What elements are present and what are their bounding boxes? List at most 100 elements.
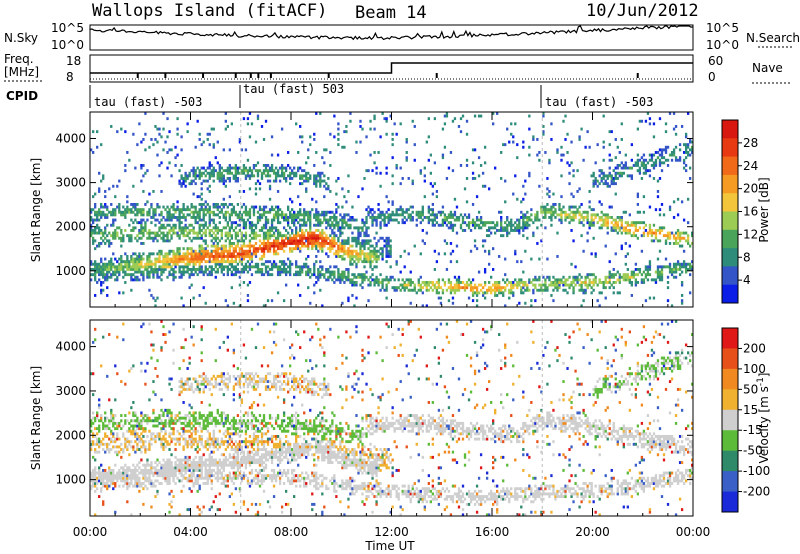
range-cell <box>604 281 607 284</box>
range-cell <box>524 216 527 219</box>
range-cell <box>646 169 650 173</box>
range-cell <box>134 482 137 485</box>
range-cell <box>180 208 183 212</box>
range-cell <box>148 270 151 274</box>
range-cell <box>403 216 406 219</box>
range-cell <box>367 257 370 261</box>
range-cell <box>570 262 573 266</box>
range-cell <box>447 286 451 290</box>
range-cell <box>485 291 489 295</box>
range-cell <box>200 265 203 269</box>
range-cell <box>168 218 171 222</box>
range-cell <box>309 216 312 219</box>
range-cell <box>401 218 404 222</box>
range-cell <box>608 166 611 170</box>
range-cell <box>459 130 463 134</box>
range-cell <box>658 226 662 230</box>
range-cell <box>170 268 173 271</box>
range-cell <box>375 252 378 256</box>
range-cell <box>122 479 125 483</box>
range-cell <box>122 448 125 451</box>
range-cell <box>184 208 187 212</box>
range-cell <box>134 468 137 472</box>
range-cell <box>345 200 348 204</box>
range-cell <box>660 161 664 165</box>
range-cell <box>92 242 95 245</box>
range-cell <box>94 474 97 478</box>
cpid-segment-3: tau (fast) -503 <box>545 95 653 109</box>
range-cell <box>118 262 121 266</box>
range-cell <box>582 158 585 162</box>
range-cell <box>238 255 242 258</box>
range-cell <box>512 229 515 232</box>
range-cell <box>544 288 547 292</box>
range-cell <box>379 210 382 214</box>
range-cell <box>492 221 495 225</box>
range-cell <box>684 169 688 173</box>
range-cell <box>576 169 579 173</box>
range-cell <box>260 125 264 128</box>
range-cell <box>98 268 101 271</box>
range-cell <box>118 257 121 261</box>
range-cell <box>140 468 143 472</box>
range-cell <box>244 255 248 258</box>
range-cell <box>504 226 507 230</box>
range-cell <box>453 286 457 290</box>
range-cell <box>604 244 607 248</box>
range-cell <box>329 164 332 167</box>
range-cell <box>228 239 231 243</box>
range-cell <box>644 273 648 277</box>
range-cell <box>252 210 256 214</box>
range-cell <box>457 218 461 222</box>
range-cell <box>676 262 680 266</box>
range-cell <box>172 208 175 212</box>
range-cell <box>264 244 268 248</box>
range-cell <box>202 140 205 144</box>
range-cell <box>379 247 382 251</box>
range-cell <box>658 153 662 157</box>
range-cell <box>186 226 189 230</box>
range-cell <box>461 114 465 118</box>
range-cell <box>216 213 219 217</box>
range-cell <box>202 255 205 258</box>
range-cell <box>443 221 447 225</box>
range-cell <box>162 226 165 230</box>
range-cell <box>212 210 215 214</box>
range-cell <box>94 489 97 493</box>
range-cell <box>502 294 505 297</box>
range-cell <box>134 205 137 209</box>
range-cell <box>90 448 93 451</box>
range-cell <box>124 273 127 277</box>
range-cell <box>98 403 101 407</box>
range-cell <box>379 226 382 230</box>
range-cell <box>186 255 189 258</box>
range-cell <box>222 247 225 251</box>
range-cell <box>600 203 603 206</box>
range-cell <box>351 216 354 219</box>
range-cell <box>214 275 217 279</box>
range-cell <box>262 255 266 258</box>
range-cell <box>138 471 141 475</box>
range-cell <box>409 288 412 292</box>
range-cell <box>182 226 185 230</box>
freq-markers <box>136 73 639 78</box>
range-cell <box>297 210 300 214</box>
range-cell <box>682 236 686 240</box>
range-cell <box>389 244 392 248</box>
range-cell <box>387 216 390 219</box>
range-cell <box>610 216 613 219</box>
range-cell <box>288 226 292 230</box>
range-cell <box>220 247 223 251</box>
range-cell <box>648 205 652 209</box>
range-cell <box>357 239 360 243</box>
range-cell <box>90 487 93 491</box>
range-cell <box>180 221 183 225</box>
range-cell <box>295 218 298 222</box>
range-cell <box>100 416 103 420</box>
range-cell <box>278 213 282 217</box>
range-cell <box>136 479 139 483</box>
range-cell <box>172 255 175 258</box>
range-cell <box>166 252 169 256</box>
range-cell <box>335 255 338 258</box>
range-cell <box>379 223 382 227</box>
